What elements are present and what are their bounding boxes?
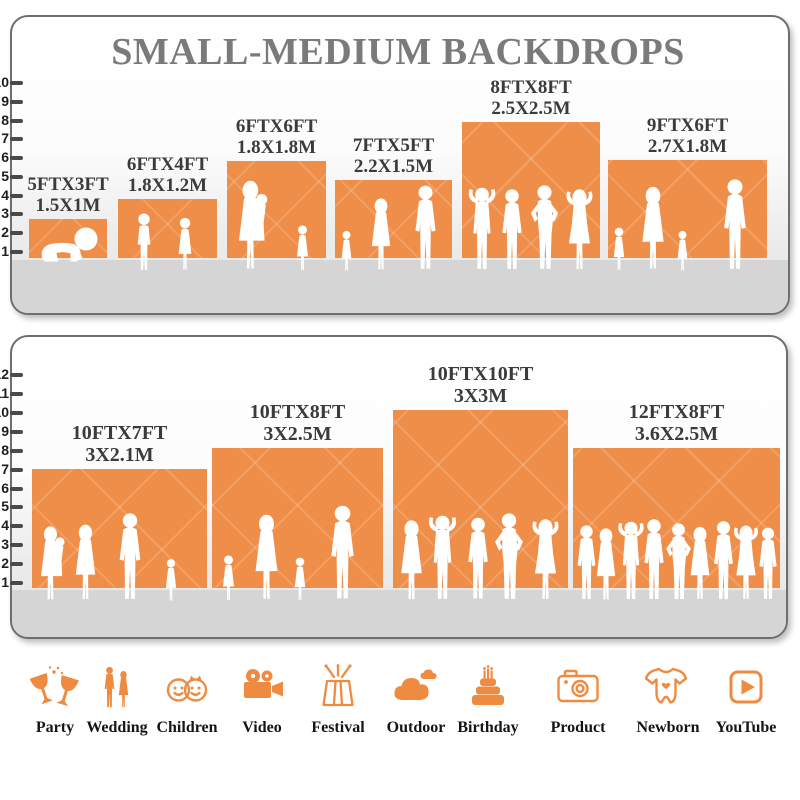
size-ft: 10FTX8FT — [249, 401, 346, 423]
size-m: 2.7X1.8M — [647, 136, 728, 157]
size-m: 1.5X1M — [35, 195, 101, 216]
category-label: Children — [156, 719, 218, 736]
silhouette-family-three-icon — [341, 185, 436, 271]
festival-icon — [322, 664, 354, 707]
silhouette-family-four-icon — [222, 505, 354, 601]
bar-size-label: 10FTX10FT 3X3M — [428, 363, 534, 407]
newborn-icon — [644, 667, 688, 704]
size-ft: 10FTX10FT — [427, 363, 534, 385]
silhouette-family-four-icon — [613, 179, 746, 271]
backdrop-bar-5x3: 5FTX3FT 1.5X1M — [27, 174, 109, 262]
category-label: Festival — [311, 719, 365, 736]
size-ft: 10FTX7FT — [71, 422, 168, 444]
category-birthday: Birthday — [453, 662, 523, 737]
size-ft: 6FTX4FT — [126, 154, 209, 175]
size-m: 1.8X1.8M — [236, 137, 317, 158]
silhouette-children-icon — [137, 213, 191, 270]
size-m: 1.8X1.2M — [127, 175, 208, 196]
video-icon — [244, 669, 283, 698]
category-label: Product — [550, 719, 606, 736]
category-product: Product — [543, 662, 613, 737]
size-m: 3X2.1M — [85, 444, 154, 466]
category-video: Video — [227, 662, 297, 737]
silhouette-group-five-icon — [400, 513, 558, 600]
category-label: Newborn — [636, 719, 700, 736]
page-title: SMALL-MEDIUM BACKDROPS — [111, 31, 685, 73]
silhouette-crowd-icon — [577, 519, 777, 600]
category-youtube: YouTube — [711, 662, 781, 737]
category-outdoor: Outdoor — [381, 662, 451, 737]
bar-size-label: 12FTX8FT 3.6X2.5M — [629, 401, 725, 445]
category-party: Party — [20, 662, 90, 737]
size-ft: 5FTX3FT — [27, 174, 109, 195]
children-icon — [166, 675, 208, 702]
youtube-icon — [729, 670, 763, 704]
size-m: 3.6X2.5M — [634, 423, 719, 445]
size-m: 2.2X1.5M — [353, 156, 434, 177]
size-m: 2.5X2.5M — [491, 98, 571, 119]
backdrop-bar-6x4: 6FTX4FT 1.8X1.2M — [118, 154, 217, 270]
size-ft: 6FTX6FT — [235, 116, 318, 137]
backdrop-bar-8x8: 8FTX8FT 2.5X2.5M — [462, 77, 600, 270]
silhouette-baby-crawling-icon — [41, 227, 98, 262]
category-wedding: Wedding — [82, 662, 152, 737]
backdrop-bar-10x7: 10FTX7FT 3X2.1M — [32, 422, 207, 601]
category-newborn: Newborn — [633, 662, 703, 737]
bar-size-label: 7FTX5FT 2.2X1.5M — [353, 135, 434, 177]
size-ft: 9FTX6FT — [646, 115, 729, 136]
birthday-icon — [472, 665, 504, 705]
bar-size-label: 6FTX4FT 1.8X1.2M — [127, 154, 208, 196]
category-label: Party — [35, 719, 75, 736]
silhouette-group-four-icon — [468, 185, 593, 270]
bar-size-label: 10FTX8FT 3X2.5M — [250, 401, 346, 445]
backdrop-bar-9x6: 9FTX6FT 2.7X1.8M — [608, 115, 767, 271]
product-icon — [557, 669, 599, 703]
category-children: Children — [152, 662, 222, 737]
category-label: Video — [242, 719, 282, 736]
party-icon — [30, 666, 79, 708]
size-ft: 7FTX5FT — [352, 135, 435, 156]
backdrop-bar-10x10: 10FTX10FT 3X3M — [393, 363, 568, 600]
category-label: YouTube — [715, 719, 777, 736]
bar-size-label: 5FTX3FT 1.5X1M — [27, 174, 108, 216]
size-m: 3X2.5M — [263, 423, 332, 445]
backdrop-bar-10x8: 10FTX8FT 3X2.5M — [212, 401, 383, 601]
backdrop-bar-12x8: 12FTX8FT 3.6X2.5M — [573, 401, 780, 600]
wedding-icon — [104, 666, 129, 708]
category-festival: Festival — [303, 662, 373, 737]
bar-size-label: 6FTX6FT 1.8X1.8M — [236, 116, 317, 158]
backdrop-bar-6x6: 6FTX6FT 1.8X1.8M — [227, 116, 326, 271]
silhouette-mother-child-icon — [238, 180, 308, 271]
size-m: 3X3M — [453, 385, 508, 407]
size-ft: 8FTX8FT — [490, 77, 572, 98]
outdoor-icon — [394, 669, 437, 700]
backdrop-bar-7x5: 7FTX5FT 2.2X1.5M — [335, 135, 452, 271]
category-label: Wedding — [86, 719, 148, 736]
size-ft: 12FTX8FT — [628, 401, 725, 423]
category-label: Birthday — [457, 719, 519, 736]
bar-size-label: 8FTX8FT 2.5X2.5M — [490, 77, 571, 119]
bar-size-label: 9FTX6FT 2.7X1.8M — [647, 115, 728, 157]
bar-size-label: 10FTX7FT 3X2.1M — [72, 422, 168, 466]
silhouette-family-group-icon — [40, 513, 176, 601]
category-label: Outdoor — [386, 719, 446, 736]
